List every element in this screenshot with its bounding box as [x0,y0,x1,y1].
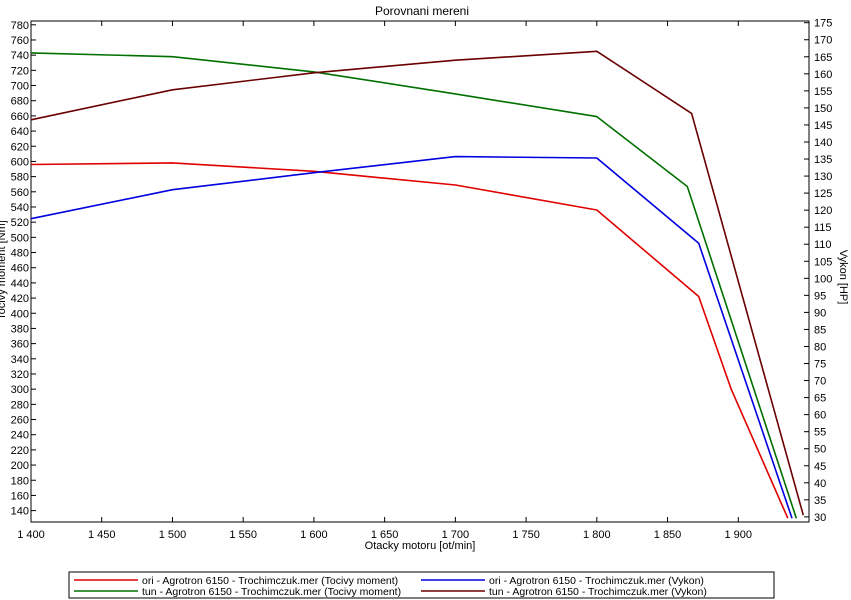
x-axis-title: Otacky motoru [ot/min] [365,540,476,552]
y-right-tick-label: 145 [814,120,832,132]
x-axis: 1 400 1 450 1 500 1 550 1 600 1 650 1 700 1 750… [17,21,752,541]
y-right-tick-label: 140 [814,137,832,149]
y-right-tick-label: 75 [814,359,826,371]
series-line [30,50,805,516]
y-right-tick-label: 40 [814,478,826,490]
y-left-tick-label: 180 [11,475,29,487]
y-left-tick-label: 460 [11,263,29,275]
y-left-tick-label: 160 [11,490,29,502]
y-right-tick-label: 125 [814,188,832,200]
y-left-tick-label: 360 [11,339,29,351]
y-right-tick-label: 130 [814,171,832,183]
y-left-tick-label: 720 [11,65,29,77]
y-right-tick-label: 115 [814,222,832,234]
y-left-tick-label: 580 [11,172,29,184]
y-left-tick-label: 760 [11,35,29,47]
y-right-tick-label: 70 [814,376,826,388]
y-left-tick-label: 500 [11,232,29,244]
plot-area [30,20,810,523]
x-tick-label: 1 450 [88,529,116,541]
y-left-tick-label: 620 [11,141,29,153]
y-left-tick-label: 520 [11,217,29,229]
x-tick-label: 1 750 [512,529,540,541]
y-right-tick-label: 50 [814,444,826,456]
y-left-tick-label: 280 [11,399,29,411]
y-left-tick-label: 380 [11,323,29,335]
y-right-tick-label: 35 [814,495,826,507]
y-left-tick-label: 320 [11,369,29,381]
y-left-tick-label: 640 [11,126,29,138]
y-right-tick-label: 165 [814,52,832,64]
y-right-tick-label: 120 [814,205,832,217]
x-tick-label: 1 600 [300,529,328,541]
chart-title: Porovnani mereni [375,4,469,18]
y-right-tick-label: 90 [814,307,826,319]
legend-entry-label: ori - Agrotron 6150 - Trochimczuk.mer (T… [142,575,398,587]
x-tick-label: 1 550 [229,529,257,541]
y-right-tick-label: 60 [814,410,826,422]
x-tick-label: 1 800 [583,529,611,541]
y-right-tick-label: 150 [814,103,832,115]
x-tick-label: 1 500 [159,529,187,541]
y-left-tick-label: 220 [11,445,29,457]
y-left-tick-label: 260 [11,415,29,427]
y-right-tick-label: 110 [814,239,832,251]
legend-entry-label: ori - Agrotron 6150 - Trochimczuk.mer (V… [489,575,704,587]
y-left-tick-label: 240 [11,430,29,442]
x-tick-label: 1 700 [442,529,470,541]
y-left-tick-label: 480 [11,248,29,260]
x-tick-label: 1 650 [371,529,399,541]
y-left-tick-label: 680 [11,96,29,108]
y-left-tick-label: 660 [11,111,29,123]
legend: ori - Agrotron 6150 - Trochimczuk.mer (T… [68,571,775,599]
y-right-tick-label: 30 [814,512,826,524]
y-left-tick-label: 700 [11,81,29,93]
legend-entry-label: tun - Agrotron 6150 - Trochimczuk.mer (V… [489,586,707,598]
y-left-tick-label: 200 [11,460,29,472]
series-line [30,162,789,519]
y-right-tick-label: 155 [814,86,832,98]
x-tick-label: 1 400 [17,529,45,541]
y-left-tick-label: 300 [11,384,29,396]
y-right-tick-label: 100 [814,273,832,285]
y-right-tick-label: 80 [814,341,826,353]
y-axis-right-title: Vykon [HP] [837,250,849,305]
y-axis-right: 30 35 40 45 50 55 60 65 70 75 80 85 90 95 100 105 110 115… [804,18,832,524]
y-left-tick-label: 740 [11,50,29,62]
y-right-tick-label: 170 [814,35,832,47]
y-right-tick-label: 55 [814,427,826,439]
y-right-tick-label: 175 [814,18,832,30]
x-tick-label: 1 850 [654,529,682,541]
y-right-tick-label: 85 [814,324,826,336]
y-right-tick-label: 135 [814,154,832,166]
series-line [30,155,793,519]
y-left-tick-label: 140 [11,506,29,518]
y-right-tick-label: 105 [814,256,832,268]
y-left-tick-label: 340 [11,354,29,366]
y-right-tick-label: 65 [814,393,826,405]
y-left-tick-label: 420 [11,293,29,305]
y-right-tick-label: 160 [814,69,832,81]
y-left-tick-label: 400 [11,308,29,320]
y-left-tick-label: 560 [11,187,29,199]
y-right-tick-label: 95 [814,290,826,302]
y-left-tick-label: 540 [11,202,29,214]
y-left-tick-label: 440 [11,278,29,290]
y-left-tick-label: 600 [11,156,29,168]
series-lines [30,50,805,519]
x-tick-label: 1 900 [725,529,753,541]
y-right-tick-label: 45 [814,461,826,473]
series-line [30,52,798,519]
legend-box [68,571,775,599]
y-axis-left-title: Tocivy moment [Nm] [0,220,8,320]
y-axis-left: 140 160 180 200 220 240 260 280 300 320 340 360 380 4… [11,20,36,518]
legend-entry-label: tun - Agrotron 6150 - Trochimczuk.mer (T… [142,586,401,598]
y-left-tick-label: 780 [11,20,29,32]
